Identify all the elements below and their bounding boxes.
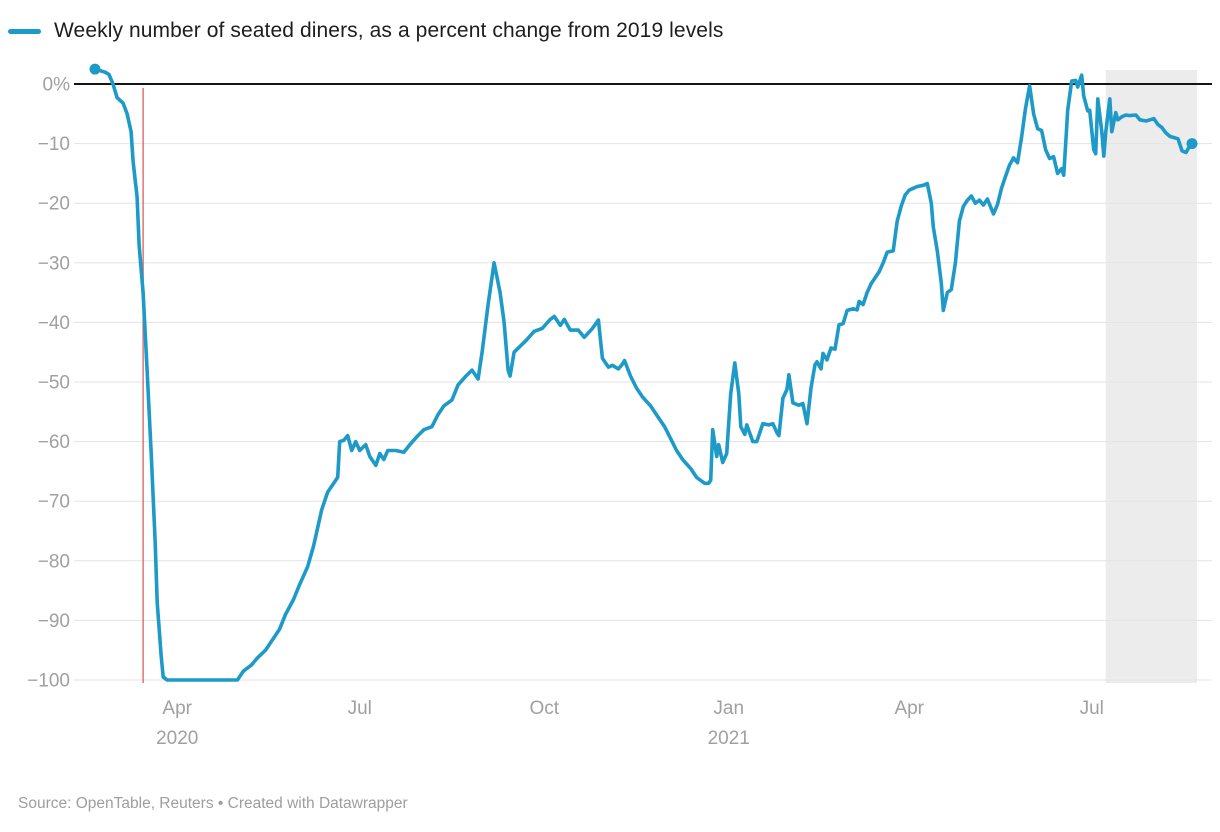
diners-series-line xyxy=(93,67,1194,682)
y-axis-tick-label: 0% xyxy=(43,75,71,96)
y-axis-tick-label: −50 xyxy=(38,373,70,394)
y-axis-tick-label: −60 xyxy=(38,432,70,453)
y-axis-tick-label: −30 xyxy=(38,253,70,274)
x-axis-tick-label: Jul xyxy=(1080,698,1104,719)
y-axis-tick-label: −100 xyxy=(27,671,70,692)
y-axis-tick-label: −70 xyxy=(38,492,70,513)
x-axis-tick-label: Oct xyxy=(529,698,559,719)
chart-header: Weekly number of seated diners, as a per… xyxy=(8,19,723,43)
highlight-recent-band xyxy=(1105,70,1197,683)
y-axis-tick-label: −40 xyxy=(38,313,70,334)
y-axis-tick-label: −20 xyxy=(38,194,70,215)
x-axis-tick-label: Apr xyxy=(894,698,924,719)
chart-title: Weekly number of seated diners, as a per… xyxy=(54,19,724,42)
x-axis-tick-label: Jan xyxy=(713,698,744,719)
y-axis-tick-label: −90 xyxy=(38,611,70,632)
series-start-dot xyxy=(89,63,101,75)
series-end-dot xyxy=(1186,138,1198,150)
source-attribution: Source: OpenTable, Reuters • Created wit… xyxy=(18,795,408,812)
x-axis-year-label: 2021 xyxy=(708,728,750,749)
x-axis-tick-label: Jul xyxy=(348,698,372,719)
legend-line-swatch xyxy=(8,28,41,34)
x-axis-tick-label: Apr xyxy=(162,698,192,719)
y-axis-tick-label: −10 xyxy=(38,134,70,155)
x-axis-year-label: 2020 xyxy=(156,728,198,749)
y-axis-tick-label: −80 xyxy=(38,551,70,572)
